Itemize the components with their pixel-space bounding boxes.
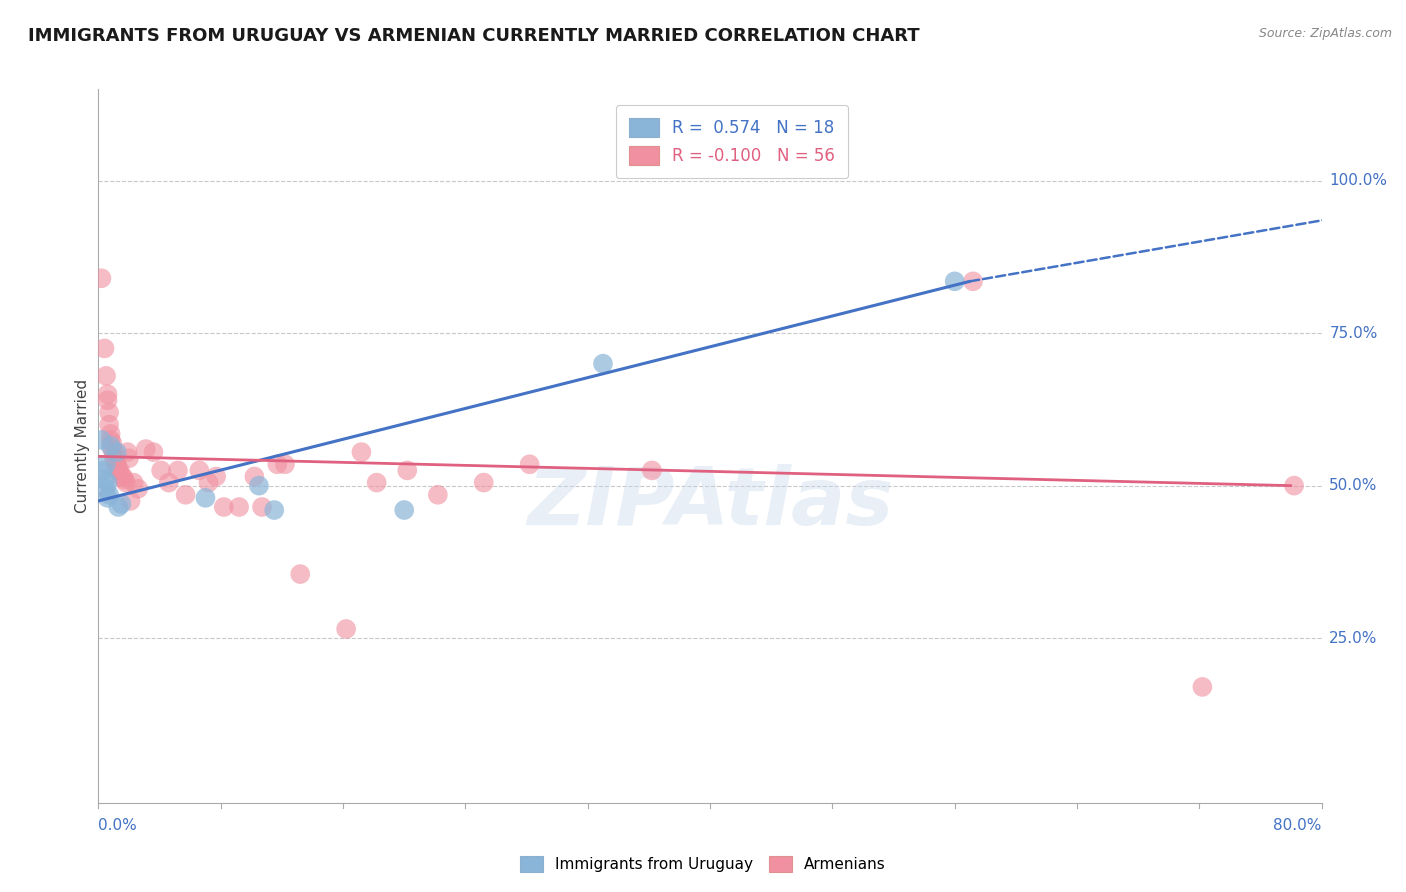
Point: [174, 488, 197, 502]
Point: [98, 417, 121, 432]
Point: [142, 445, 165, 459]
Point: [97, 491, 120, 505]
Text: 0.0%: 0.0%: [98, 818, 138, 833]
Point: [243, 469, 266, 483]
Point: [90, 271, 112, 285]
Point: [263, 503, 285, 517]
Point: [105, 445, 128, 459]
Point: [105, 458, 128, 472]
Point: [205, 469, 228, 483]
Point: [188, 463, 211, 477]
Point: [111, 469, 134, 483]
Point: [100, 433, 122, 447]
Point: [157, 475, 180, 490]
Point: [250, 500, 273, 514]
Point: [212, 500, 235, 514]
Point: [274, 458, 297, 472]
Point: [90, 433, 112, 447]
Point: [962, 274, 984, 288]
Point: [94, 368, 117, 383]
Point: [107, 500, 129, 514]
Point: [127, 482, 149, 496]
Point: [167, 463, 190, 477]
Point: [105, 458, 128, 472]
Point: [91, 463, 114, 477]
Point: [98, 405, 121, 419]
Point: [247, 478, 270, 492]
Text: 100.0%: 100.0%: [1329, 173, 1388, 188]
Point: [107, 463, 129, 477]
Point: [472, 475, 495, 490]
Legend: R =  0.574   N = 18, R = -0.100   N = 56: R = 0.574 N = 18, R = -0.100 N = 56: [616, 104, 848, 178]
Y-axis label: Currently Married: Currently Married: [75, 379, 90, 513]
Point: [101, 436, 124, 450]
Point: [108, 463, 131, 477]
Point: [350, 445, 373, 459]
Point: [135, 442, 157, 456]
Point: [94, 482, 117, 496]
Text: 25.0%: 25.0%: [1329, 631, 1378, 646]
Point: [392, 503, 416, 517]
Point: [396, 463, 419, 477]
Point: [100, 439, 122, 453]
Point: [519, 458, 541, 472]
Point: [335, 622, 357, 636]
Point: [197, 475, 219, 490]
Text: 80.0%: 80.0%: [1274, 818, 1322, 833]
Point: [122, 475, 145, 490]
Text: 50.0%: 50.0%: [1329, 478, 1378, 493]
Point: [943, 274, 966, 288]
Point: [110, 497, 132, 511]
Point: [120, 494, 142, 508]
Point: [228, 500, 250, 514]
Text: 75.0%: 75.0%: [1329, 326, 1378, 341]
Point: [97, 393, 120, 408]
Point: [107, 463, 129, 477]
Point: [426, 488, 449, 502]
Point: [117, 445, 139, 459]
Point: [290, 567, 312, 582]
Point: [103, 451, 125, 466]
Point: [97, 475, 120, 490]
Point: [266, 458, 288, 472]
Point: [1191, 680, 1213, 694]
Text: ZIPAtlas: ZIPAtlas: [527, 464, 893, 542]
Point: [101, 442, 124, 456]
Point: [98, 488, 121, 502]
Point: [104, 458, 127, 472]
Point: [93, 342, 115, 356]
Point: [110, 469, 132, 483]
Point: [118, 451, 141, 466]
Point: [115, 475, 138, 490]
Point: [97, 387, 120, 401]
Point: [93, 473, 115, 487]
Point: [94, 458, 117, 472]
Point: [112, 473, 135, 487]
Point: [104, 451, 127, 466]
Text: Source: ZipAtlas.com: Source: ZipAtlas.com: [1258, 27, 1392, 40]
Point: [1282, 478, 1305, 492]
Legend: Immigrants from Uruguay, Armenians: Immigrants from Uruguay, Armenians: [513, 848, 893, 880]
Point: [366, 475, 388, 490]
Point: [194, 491, 217, 505]
Point: [100, 426, 122, 441]
Point: [150, 463, 173, 477]
Point: [103, 445, 125, 459]
Point: [592, 357, 614, 371]
Text: IMMIGRANTS FROM URUGUAY VS ARMENIAN CURRENTLY MARRIED CORRELATION CHART: IMMIGRANTS FROM URUGUAY VS ARMENIAN CURR…: [28, 27, 920, 45]
Point: [641, 463, 664, 477]
